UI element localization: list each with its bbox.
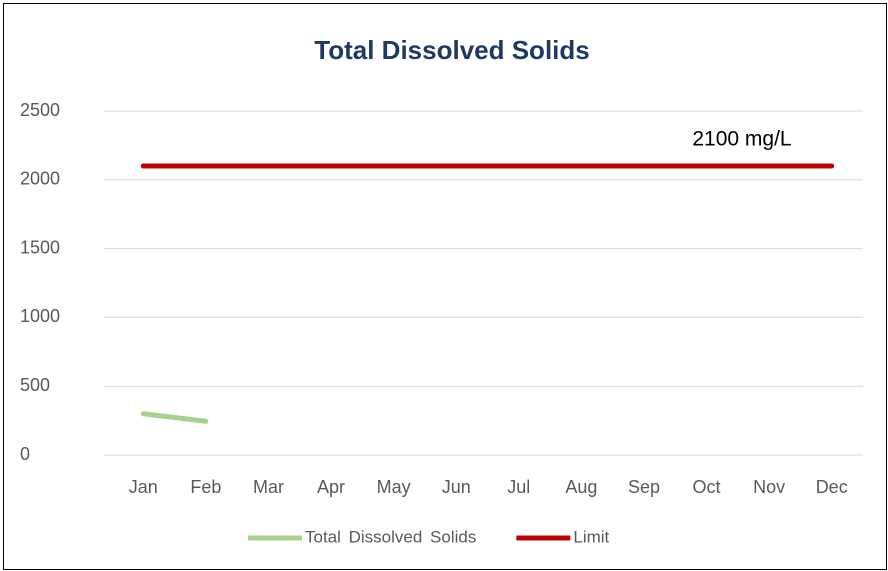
y-tick-label: 1500: [20, 237, 60, 257]
series-line: [140, 411, 209, 424]
chart-frame: [3, 3, 887, 570]
y-tick-label: 1000: [20, 306, 60, 326]
x-tick-label: Apr: [317, 477, 345, 497]
annotation: 2100 mg/L: [692, 128, 791, 151]
x-tick-label: Mar: [253, 477, 284, 497]
x-tick-label: May: [377, 477, 411, 497]
x-tick-label: Jun: [442, 477, 471, 497]
y-tick-label: 2000: [20, 169, 60, 189]
x-tick-label: Oct: [693, 477, 721, 497]
x-tick-label: Jan: [129, 477, 158, 497]
y-tick-label: 500: [20, 375, 50, 395]
legend-label: Total Dissolved Solids: [305, 527, 476, 546]
x-tick-label: Aug: [565, 477, 597, 497]
x-tick-label: Sep: [628, 477, 660, 497]
y-tick-label: 2500: [20, 100, 60, 120]
x-tick-label: Jul: [507, 477, 530, 497]
x-tick-label: Nov: [753, 477, 785, 497]
y-tick-label: 0: [20, 444, 30, 464]
chart-title: Total Dissolved Solids: [314, 35, 589, 65]
legend-label: Limit: [573, 527, 609, 546]
x-tick-label: Dec: [816, 477, 848, 497]
x-tick-label: Feb: [190, 477, 221, 497]
